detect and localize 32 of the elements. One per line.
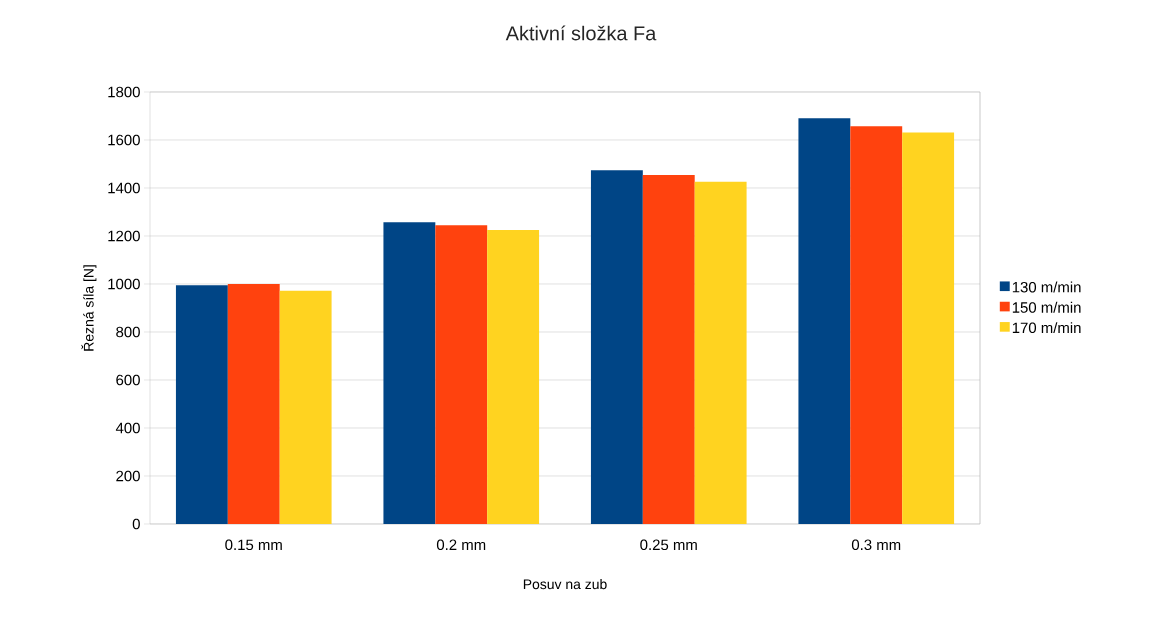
y-tick-label: 200	[116, 470, 140, 482]
legend-label: 170 m/min	[1012, 322, 1081, 334]
chart-title: Aktivní složka Fa	[505, 25, 657, 41]
bar	[590, 170, 643, 524]
y-tick-label: 1600	[108, 134, 140, 146]
bar	[175, 285, 228, 524]
x-tick-label: 0.3 mm	[851, 539, 901, 551]
y-tick-label: 800	[116, 326, 140, 338]
legend-label: 130 m/min	[1012, 281, 1081, 293]
bar	[902, 132, 955, 524]
bar	[279, 290, 332, 524]
bar	[798, 118, 851, 524]
y-tick-label: 1200	[108, 230, 140, 242]
y-tick-label: 1400	[108, 182, 140, 194]
bar	[227, 283, 280, 524]
y-tick-label: 1000	[108, 278, 140, 290]
x-axis-title: Posuv na zub	[523, 578, 607, 590]
bar	[694, 181, 747, 524]
x-tick-label: 0.25 mm	[640, 539, 697, 551]
x-tick-label: 0.15 mm	[225, 539, 282, 551]
y-tick-label: 0	[132, 518, 140, 530]
bar	[487, 229, 540, 524]
y-tick-label: 600	[116, 374, 140, 386]
bar	[850, 126, 903, 524]
y-axis-title: Řezná síla [N]	[81, 265, 97, 351]
bar	[383, 222, 436, 524]
x-tick-label: 0.2 mm	[436, 539, 486, 551]
y-tick-label: 1800	[108, 86, 140, 98]
bar	[642, 175, 695, 524]
bar	[435, 225, 488, 524]
legend-label: 150 m/min	[1012, 301, 1081, 313]
y-tick-label: 400	[115, 422, 140, 434]
